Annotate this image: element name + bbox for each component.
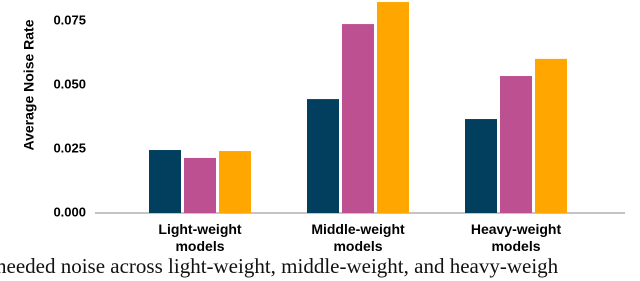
y-tick-label: 0.000: [53, 204, 86, 219]
bar: [219, 151, 251, 213]
bar: [184, 157, 216, 213]
bar: [465, 119, 497, 213]
x-tick-label: Light-weight models: [158, 221, 242, 254]
y-tick-label: 0.050: [53, 76, 86, 91]
x-tick-label: Heavy-weight models: [470, 221, 562, 254]
bar: [500, 76, 532, 214]
bar: [342, 24, 374, 213]
bar: [149, 150, 181, 213]
y-axis-label: Average Noise Rate: [21, 19, 37, 150]
x-tick-label: Middle-weight models: [311, 221, 405, 254]
bar: [307, 99, 339, 213]
bar: [377, 2, 409, 213]
y-tick-label: 0.075: [53, 12, 86, 27]
y-tick-label: 0.025: [53, 140, 86, 155]
bar: [535, 58, 567, 214]
caption: needed noise across light-weight, middle…: [0, 254, 559, 278]
